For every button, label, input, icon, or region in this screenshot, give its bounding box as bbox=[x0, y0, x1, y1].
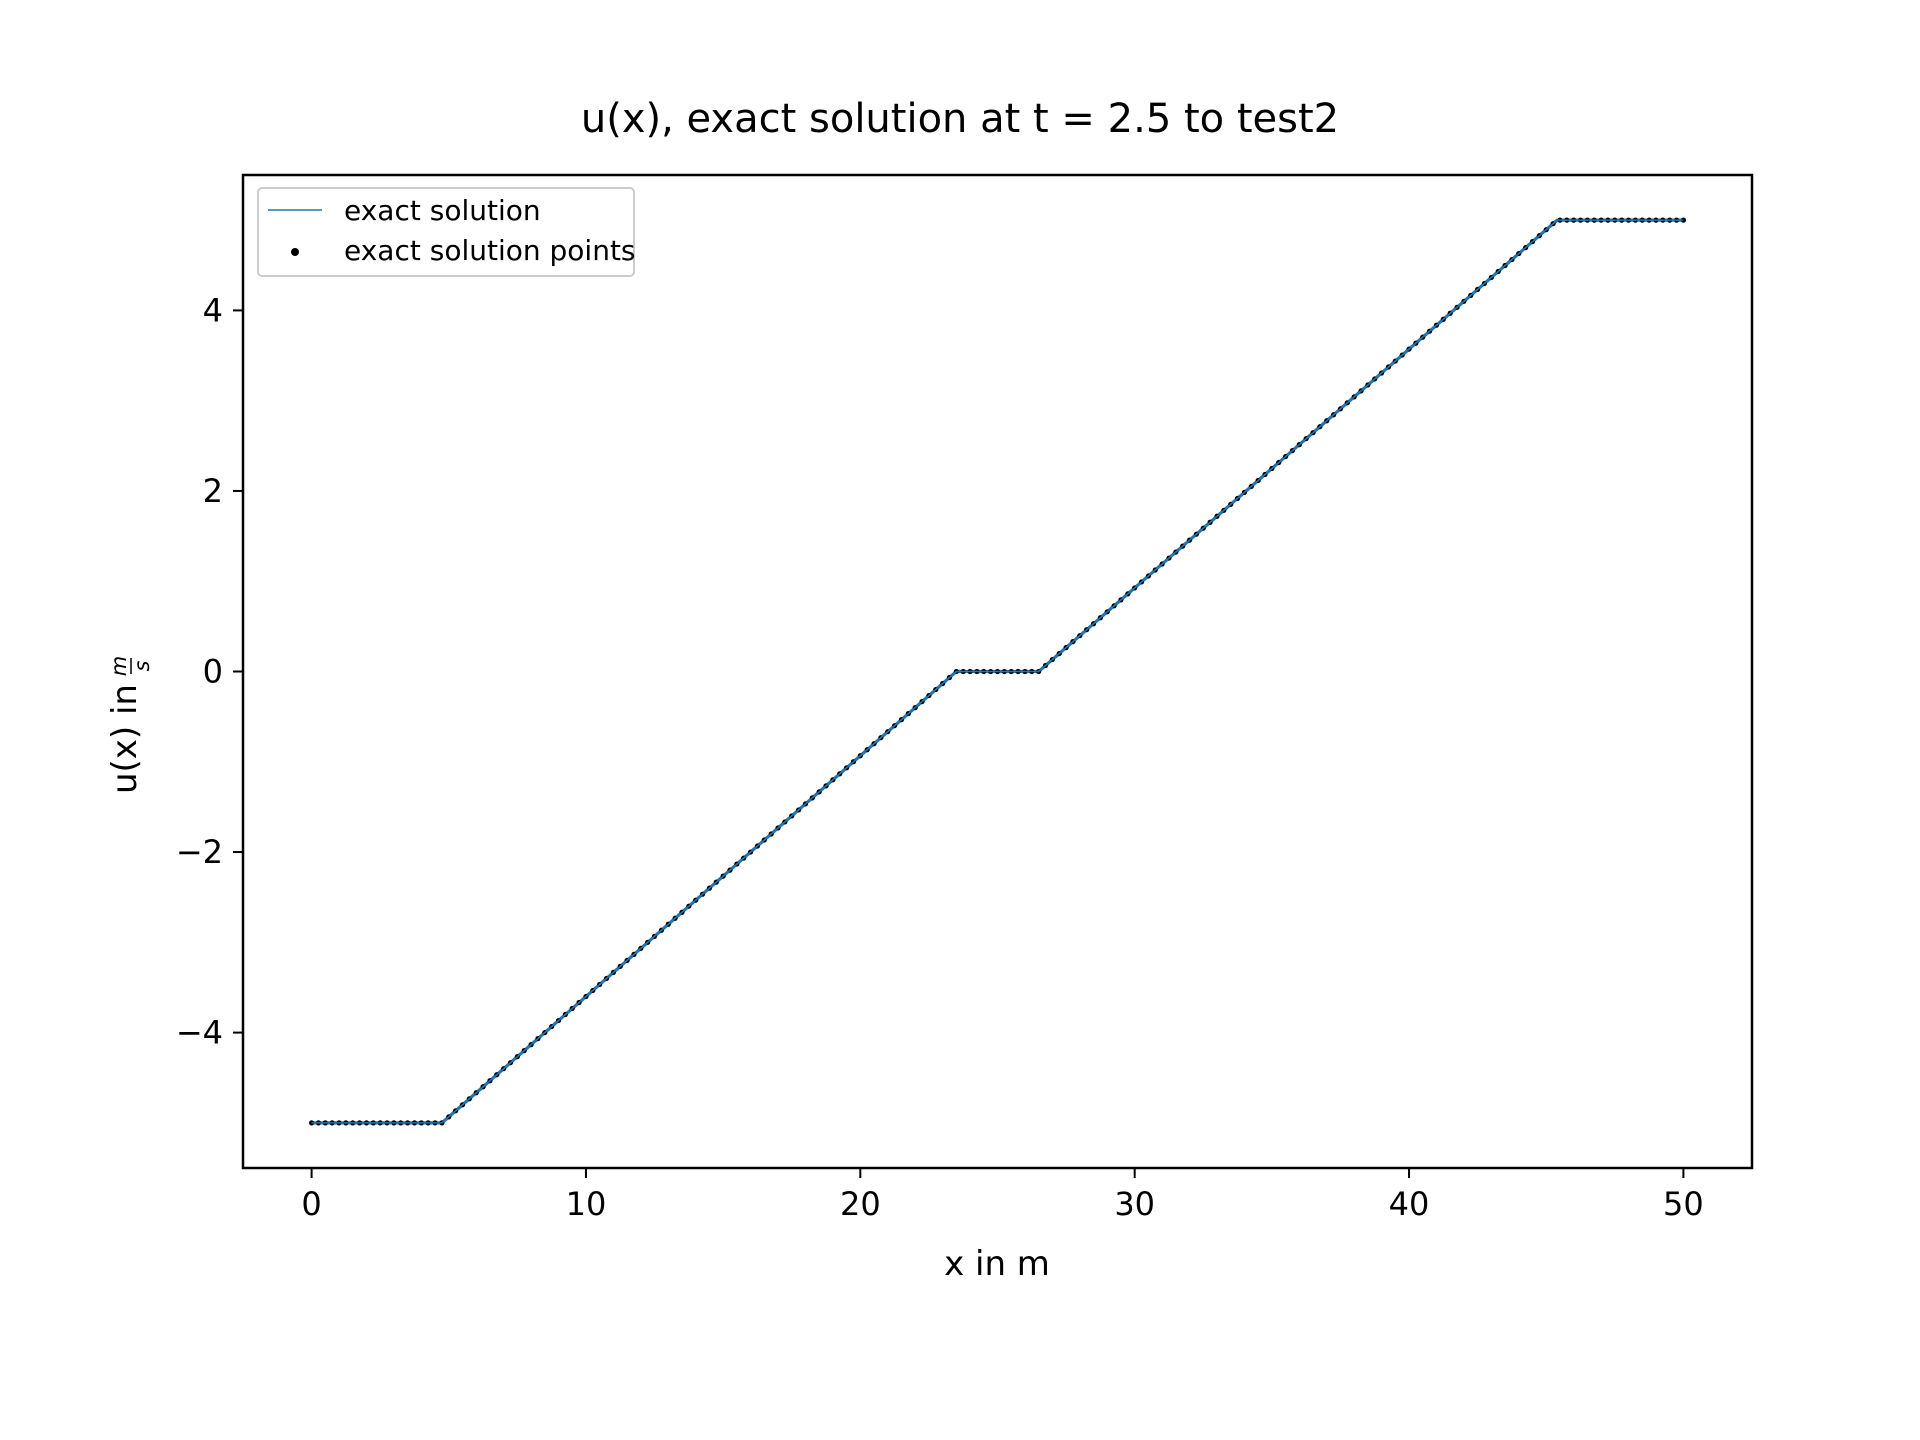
x-tick-label: 40 bbox=[1389, 1185, 1430, 1223]
exact-solution-line-overlay bbox=[311, 219, 1684, 1124]
y-axis-label: u(x) in m s bbox=[105, 656, 154, 794]
legend: exact solution exact solution points bbox=[257, 187, 636, 277]
y-axis-label-text: u(x) in bbox=[105, 684, 145, 794]
y-tick-label: −4 bbox=[176, 1014, 223, 1052]
y-axis-unit-numerator: m bbox=[107, 656, 131, 676]
y-tick-label: 2 bbox=[203, 472, 223, 510]
y-axis-ticks: −4 −2 0 2 4 bbox=[176, 291, 243, 1052]
series-exact-solution-points bbox=[308, 217, 1687, 1126]
plot-area bbox=[308, 217, 1687, 1126]
y-tick-label: −2 bbox=[176, 833, 223, 871]
legend-point-swatch bbox=[291, 248, 299, 256]
x-tick-label: 50 bbox=[1663, 1185, 1704, 1223]
legend-label-exact-solution: exact solution bbox=[344, 194, 541, 227]
chart-title: u(x), exact solution at t = 2.5 to test2 bbox=[581, 96, 1339, 142]
y-tick-label: 0 bbox=[203, 653, 223, 691]
x-tick-label: 0 bbox=[301, 1185, 321, 1223]
y-axis-unit-denominator: s bbox=[130, 660, 154, 671]
x-tick-label: 30 bbox=[1114, 1185, 1155, 1223]
x-axis-label: x in m bbox=[944, 1244, 1050, 1284]
legend-box bbox=[257, 187, 635, 277]
x-tick-label: 10 bbox=[566, 1185, 607, 1223]
x-tick-label: 20 bbox=[840, 1185, 881, 1223]
x-axis-ticks: 0 10 20 30 40 50 bbox=[301, 1168, 1704, 1223]
legend-label-exact-solution-points: exact solution points bbox=[344, 234, 636, 267]
y-tick-label: 4 bbox=[203, 291, 223, 329]
